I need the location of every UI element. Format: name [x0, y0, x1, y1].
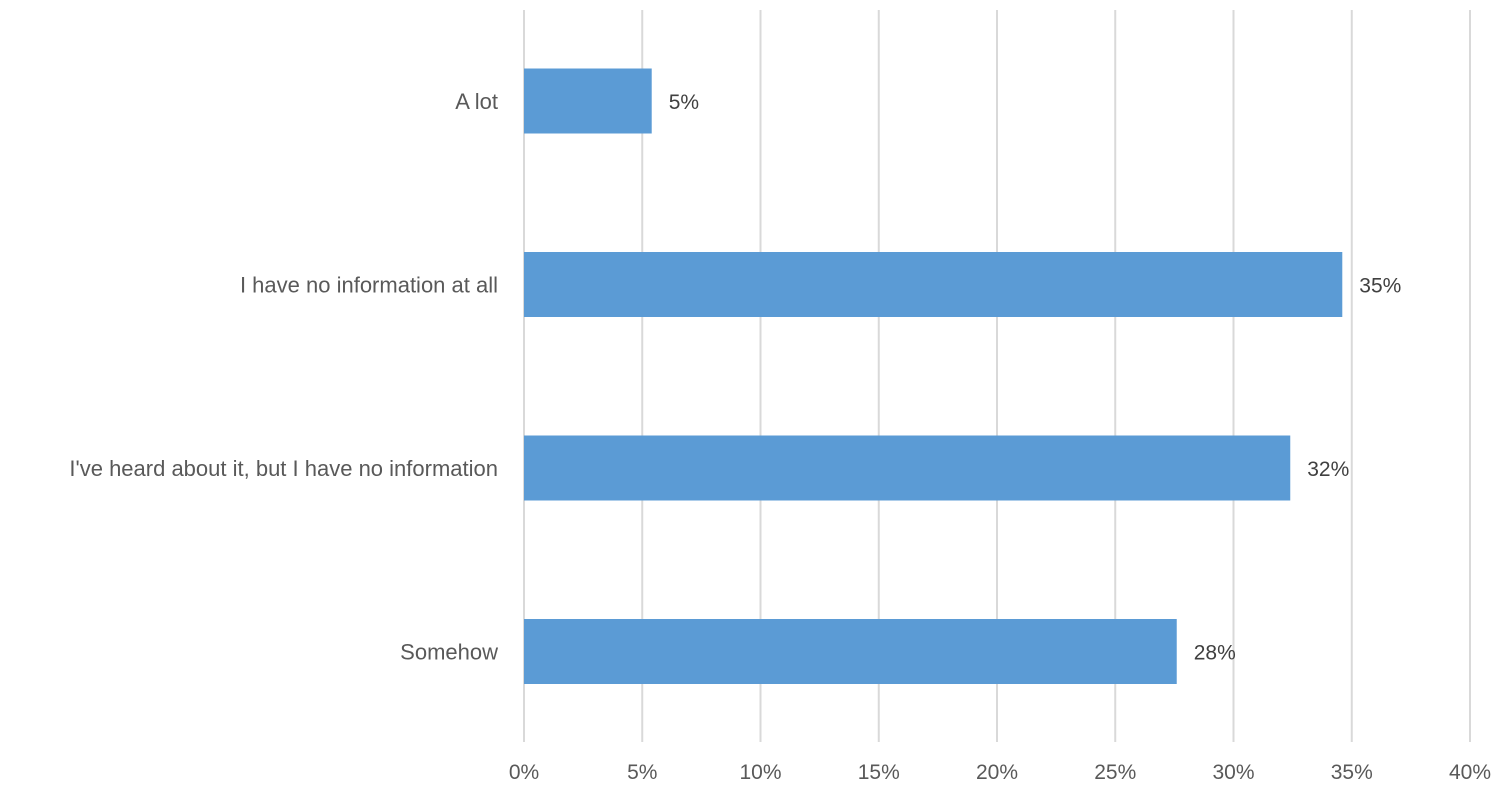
x-tick-label: 0%	[509, 761, 539, 784]
x-tick-label: 20%	[976, 761, 1018, 784]
labels: 0% 5% 10% 15% 20% 25% 30% 35% 40% A lot 5% I have n…	[69, 89, 1491, 784]
data-label: 35%	[1359, 275, 1401, 298]
data-label: 5%	[669, 91, 699, 114]
x-tick-label: 10%	[739, 761, 781, 784]
x-tick-label: 15%	[858, 761, 900, 784]
data-label: 32%	[1307, 458, 1349, 481]
bar	[524, 68, 652, 134]
bar	[524, 619, 1177, 684]
x-tick-label: 5%	[627, 761, 657, 784]
bars	[524, 68, 1343, 684]
x-tick-label: 30%	[1212, 761, 1254, 784]
bar	[524, 435, 1291, 501]
x-tick-label: 40%	[1449, 761, 1491, 784]
category-label: I've heard about it, but I have no infor…	[69, 456, 498, 481]
x-tick-label: 35%	[1331, 761, 1373, 784]
data-label: 28%	[1194, 642, 1236, 665]
category-label: A lot	[455, 89, 498, 114]
category-label: I have no information at all	[240, 273, 498, 298]
bar	[524, 252, 1343, 317]
category-label: Somehow	[400, 640, 498, 665]
x-tick-label: 25%	[1094, 761, 1136, 784]
